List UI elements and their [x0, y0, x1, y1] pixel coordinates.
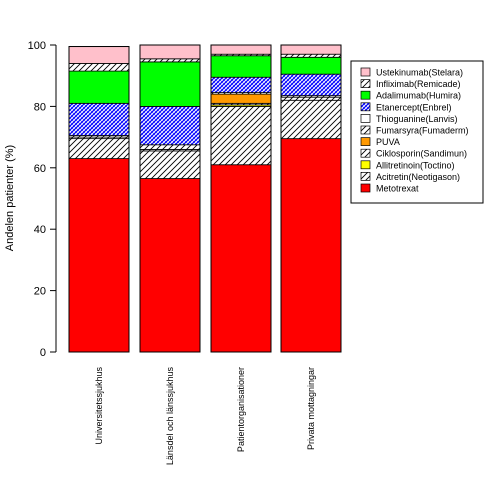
bar-segment — [210, 44, 272, 55]
bar-segment — [139, 44, 201, 60]
legend: Ustekinumab(Stelara)Infliximab(Remicade)… — [350, 60, 484, 204]
bar-segment — [280, 53, 342, 58]
legend-swatch — [360, 114, 371, 123]
legend-label: Acitretin(Neotigason) — [376, 172, 460, 182]
bar-segment — [68, 46, 130, 64]
x-category-label: Patientorganisationer — [236, 367, 246, 452]
bar-segment — [139, 150, 201, 179]
legend-label: PUVA — [376, 137, 400, 147]
legend-swatch — [360, 148, 371, 158]
legend-box — [350, 60, 484, 204]
bar-segment — [139, 58, 201, 63]
legend-label: Metotrexat — [376, 184, 419, 194]
bar-segment — [280, 99, 342, 140]
legend-label: Thioguanine(Lanvis) — [376, 114, 458, 124]
bar-segment — [139, 106, 201, 146]
x-category-label: Privata mottagningar — [306, 367, 316, 450]
bar-segment — [139, 178, 201, 353]
bar-segment — [210, 106, 272, 166]
bar-segment — [68, 63, 130, 72]
y-tick-label: 0 — [40, 347, 46, 359]
legend-label: Infliximab(Remicade) — [376, 79, 461, 89]
bar-outline — [210, 44, 272, 353]
bar-stack — [139, 44, 201, 353]
y-axis-title: Andelen patienter (%) — [4, 145, 16, 251]
bar-stack — [210, 44, 272, 353]
legend-swatch — [360, 183, 371, 193]
legend-label: Ciklosporin(Sandimun) — [376, 149, 467, 159]
y-tick-label: 40 — [34, 224, 46, 236]
y-tick-label: 100 — [28, 40, 46, 52]
bar-segment — [210, 55, 272, 78]
bar-segment — [68, 138, 130, 159]
legend-label: Adalimumab(Humira) — [376, 91, 461, 101]
x-category-label: Universitetssjukhus — [94, 367, 104, 445]
bar-segment — [139, 61, 201, 107]
legend-swatch — [360, 90, 371, 100]
y-tick-label: 20 — [34, 286, 46, 298]
bar-segment — [210, 76, 272, 93]
bar-segment — [280, 73, 342, 97]
legend-label: Allitretinoin(Toctino) — [376, 160, 455, 170]
bar-segment — [210, 93, 272, 104]
y-tick-label: 60 — [34, 163, 46, 175]
bar-segment — [280, 96, 342, 101]
x-axis-labels: Universitetssjukhus Länsdel och länssjukh… — [94, 367, 316, 466]
y-axis: 0 20 40 60 80 100 — [28, 40, 57, 359]
bar-segment — [280, 138, 342, 353]
bar-outline — [280, 44, 342, 353]
legend-swatch — [360, 172, 371, 181]
bar-segment — [280, 44, 342, 55]
bar-segment — [280, 56, 342, 75]
bar-segment — [68, 102, 130, 136]
bar-outline — [139, 44, 201, 353]
x-category-label: Länsdel och länssjukhus — [165, 367, 175, 466]
bar-segment — [68, 158, 130, 353]
legend-label: Ustekinumab(Stelara) — [376, 68, 463, 78]
bar-stack — [280, 44, 342, 353]
bars-group — [68, 44, 342, 353]
legend-label: Fumarsyra(Fumaderm) — [376, 126, 469, 136]
legend-swatch — [360, 102, 371, 112]
legend-swatch — [360, 79, 371, 88]
bar-segment — [210, 164, 272, 353]
bar-stack — [68, 46, 130, 353]
y-tick-label: 80 — [34, 101, 46, 113]
bar-segment — [68, 70, 130, 104]
legend-swatch — [360, 160, 371, 170]
legend-swatch — [360, 137, 371, 146]
legend-swatch — [360, 125, 371, 135]
bar-outline — [68, 46, 130, 353]
legend-swatch — [360, 67, 371, 77]
bar-segment — [139, 144, 201, 150]
legend-label: Etanercept(Enbrel) — [376, 102, 452, 112]
